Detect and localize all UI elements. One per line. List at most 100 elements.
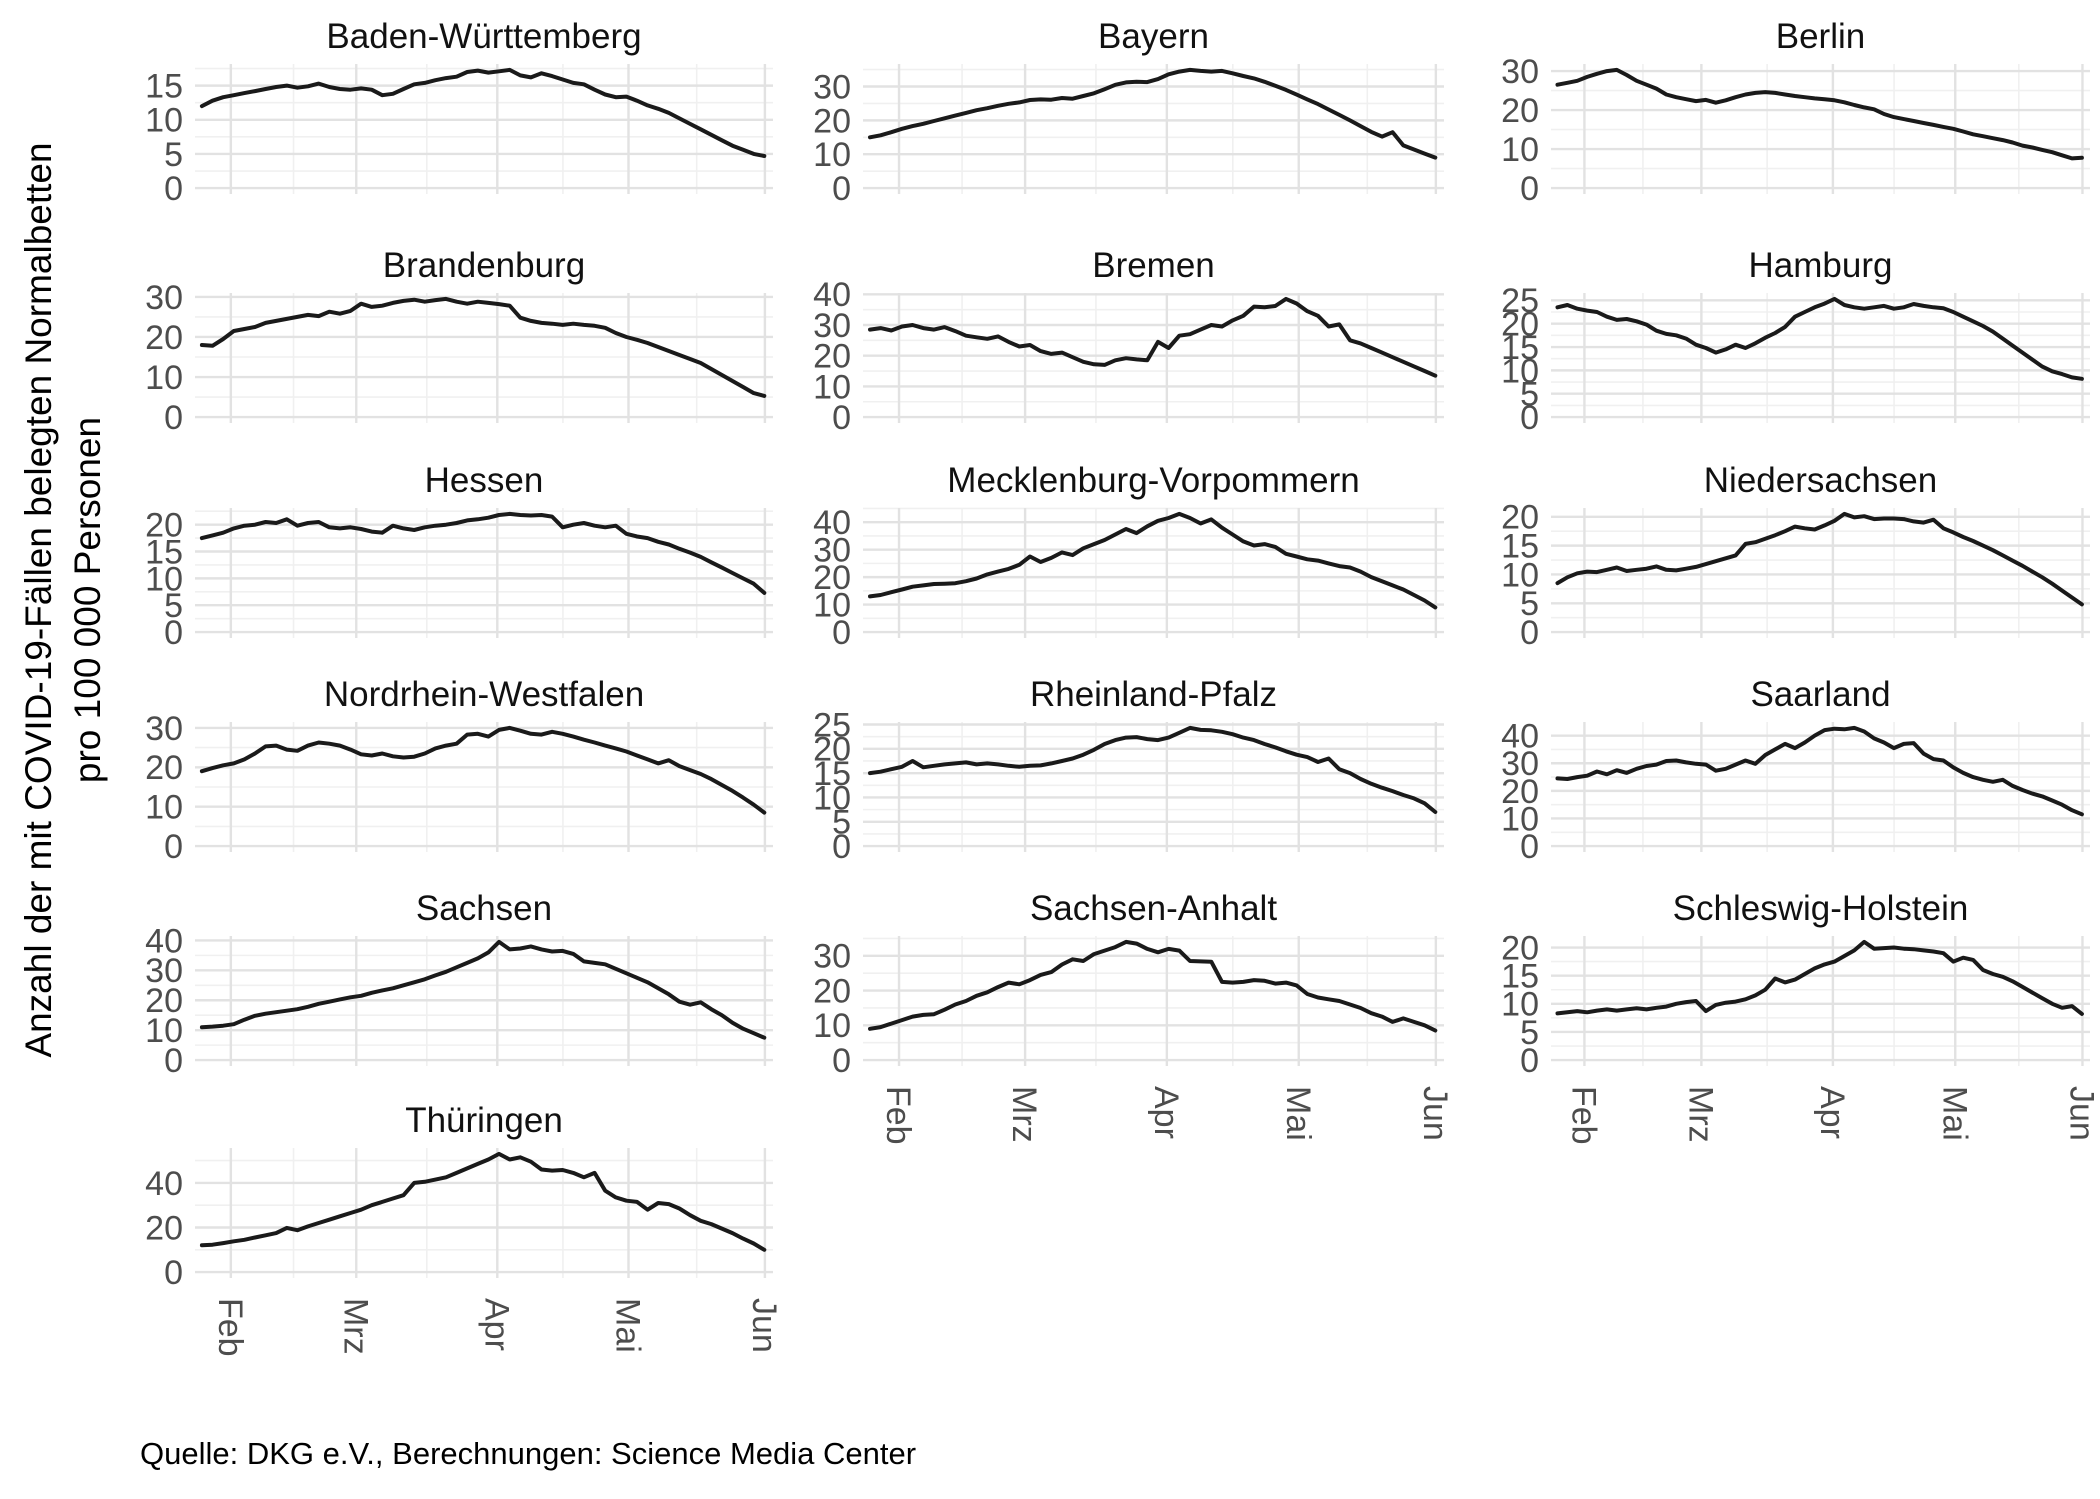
y-tick-label: 10: [1501, 556, 1539, 594]
y-tick-label: 0: [832, 828, 851, 866]
y-tick-label: 20: [145, 749, 183, 787]
y-tick-label: 20: [813, 338, 851, 376]
y-tick-label: 5: [164, 136, 183, 174]
facet-title: Berlin: [1776, 17, 1865, 56]
x-tick-label: Mai: [609, 1298, 647, 1353]
y-tick-label: 30: [813, 307, 851, 345]
facet-title: Rheinland-Pfalz: [1030, 675, 1277, 714]
facet-title: Saarland: [1750, 675, 1890, 714]
y-tick-label: 25: [1501, 282, 1539, 320]
y-tick-label: 0: [1520, 828, 1539, 866]
facet-title: Bremen: [1092, 246, 1215, 285]
y-tick-label: 30: [1501, 53, 1539, 91]
series-line: [199, 511, 767, 595]
facet-title: Brandenburg: [383, 246, 585, 285]
source-caption: Quelle: DKG e.V., Berechnungen: Science …: [140, 1436, 917, 1471]
series-line: [199, 725, 767, 815]
y-tick-label: 0: [1520, 170, 1539, 208]
series-line: [868, 296, 1438, 378]
facet-title: Hamburg: [1749, 246, 1893, 285]
y-tick-label: 20: [813, 731, 851, 769]
x-tick-label: Apr: [1147, 1086, 1185, 1139]
y-tick-label: 15: [1501, 329, 1539, 367]
y-tick-label: 20: [145, 1209, 183, 1247]
y-tick-label: 10: [145, 102, 183, 140]
facet-title: Niedersachsen: [1704, 461, 1937, 500]
y-tick-label: 15: [1501, 958, 1539, 996]
series-line: [868, 725, 1438, 814]
y-tick-label: 0: [164, 399, 183, 437]
y-tick-label: 0: [164, 828, 183, 866]
series-line: [1555, 511, 2084, 607]
y-tick-label: 0: [1520, 399, 1539, 437]
y-tick-label: 0: [832, 614, 851, 652]
x-tick-label: Mrz: [1005, 1086, 1043, 1143]
y-tick-label: 10: [813, 136, 851, 174]
facet-title: Mecklenburg-Vorpommern: [947, 461, 1359, 500]
series-line: [1555, 67, 2084, 161]
x-tick-label: Jun: [745, 1298, 783, 1353]
y-tick-label: 10: [1501, 986, 1539, 1024]
facet-title: Sachsen: [416, 889, 552, 928]
y-tick-label: 40: [1501, 718, 1539, 756]
y-axis-label: Anzahl der mit COVID-19-Fällen belegten …: [11, 25, 115, 1175]
x-tick-label: Feb: [1565, 1086, 1603, 1145]
y-tick-label: 40: [813, 504, 851, 542]
y-tick-label: 0: [832, 1042, 851, 1080]
x-tick-label: Jun: [1416, 1086, 1454, 1141]
facet-title: Nordrhein-Westfalen: [324, 675, 644, 714]
y-tick-label: 25: [813, 706, 851, 744]
x-tick-label: Apr: [477, 1298, 515, 1351]
y-tick-label: 20: [1501, 499, 1539, 537]
y-tick-label: 20: [813, 972, 851, 1010]
series-line: [199, 1151, 767, 1252]
y-tick-label: 5: [1520, 376, 1539, 414]
series-line: [868, 67, 1438, 160]
y-tick-label: 30: [145, 279, 183, 317]
y-tick-label: 0: [832, 399, 851, 437]
y-tick-label: 10: [145, 359, 183, 397]
y-tick-label: 40: [813, 276, 851, 314]
series-line: [1555, 296, 2084, 381]
y-tick-label: 15: [145, 68, 183, 106]
y-axis-label-line2: pro 100 000 Personen: [67, 416, 108, 784]
y-axis-label-line1: Anzahl der mit COVID-19-Fällen belegten …: [18, 142, 59, 1058]
series-line: [868, 511, 1438, 610]
y-tick-label: 10: [145, 1012, 183, 1050]
x-tick-label: Feb: [211, 1298, 249, 1357]
y-tick-label: 40: [145, 922, 183, 960]
y-tick-label: 10: [145, 789, 183, 827]
y-tick-label: 30: [813, 68, 851, 106]
y-tick-label: 30: [145, 952, 183, 990]
facet-title: Thüringen: [405, 1101, 563, 1140]
y-tick-label: 5: [1520, 1014, 1539, 1052]
y-tick-label: 15: [145, 533, 183, 571]
y-tick-label: 20: [813, 559, 851, 597]
y-tick-label: 30: [1501, 745, 1539, 783]
y-tick-label: 20: [1501, 929, 1539, 967]
y-tick-label: 5: [164, 587, 183, 625]
series-line: [199, 67, 767, 158]
x-tick-label: Jun: [2063, 1086, 2100, 1141]
y-tick-label: 0: [164, 614, 183, 652]
y-tick-label: 40: [145, 1165, 183, 1203]
y-tick-label: 10: [813, 779, 851, 817]
y-tick-label: 20: [145, 319, 183, 357]
y-tick-label: 0: [164, 1042, 183, 1080]
y-tick-label: 20: [1501, 306, 1539, 344]
y-tick-label: 20: [1501, 773, 1539, 811]
y-tick-label: 10: [813, 368, 851, 406]
